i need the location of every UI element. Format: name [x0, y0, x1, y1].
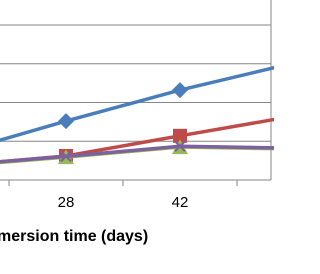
x-axis-title: mersion time (days) [0, 228, 148, 245]
series-line [0, 144, 274, 164]
chart: mersion time (days) 28 42 [0, 0, 274, 245]
marker [173, 128, 187, 143]
x-tick-label: 42 [172, 194, 189, 211]
marker [58, 113, 74, 130]
marker [60, 150, 72, 163]
marker [174, 140, 186, 152]
x-tick-label: 28 [58, 194, 75, 211]
series-line [0, 65, 274, 142]
marker [172, 82, 188, 99]
